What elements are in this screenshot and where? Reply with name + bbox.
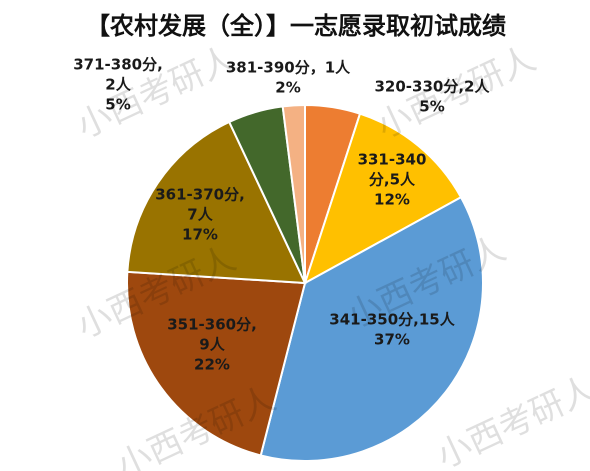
data-label: 351-360分, — [167, 316, 257, 334]
data-label: 371-380分, — [73, 56, 163, 74]
chart-title: 【农村发展（全）】一志愿录取初试成绩 — [86, 12, 506, 40]
data-label: 9人 — [199, 336, 225, 354]
data-label: 7人 — [187, 206, 213, 224]
pie-slice — [281, 103, 306, 284]
percent-label: 22% — [194, 356, 230, 374]
data-label: 2人 — [105, 76, 131, 94]
percent-label: 17% — [182, 226, 218, 244]
watermark: 小西考研人 — [431, 369, 590, 471]
percent-label: 5% — [105, 96, 130, 114]
pie-slice — [303, 112, 463, 286]
percent-label: 12% — [374, 191, 410, 209]
percent-label: 5% — [419, 98, 444, 116]
pie-slice — [126, 270, 307, 457]
percent-label: 37% — [374, 331, 410, 349]
data-label: 分,5人 — [369, 171, 416, 189]
data-label: 381-390分，1人 — [226, 59, 351, 77]
data-label: 320-330分,2人 — [375, 78, 491, 96]
pie-slice — [126, 120, 307, 285]
data-label: 341-350分,15人 — [329, 311, 455, 329]
percent-label: 2% — [275, 79, 300, 97]
data-label: 331-340 — [358, 151, 427, 169]
data-label: 361-370分, — [155, 186, 245, 204]
pie-slice — [259, 195, 484, 462]
